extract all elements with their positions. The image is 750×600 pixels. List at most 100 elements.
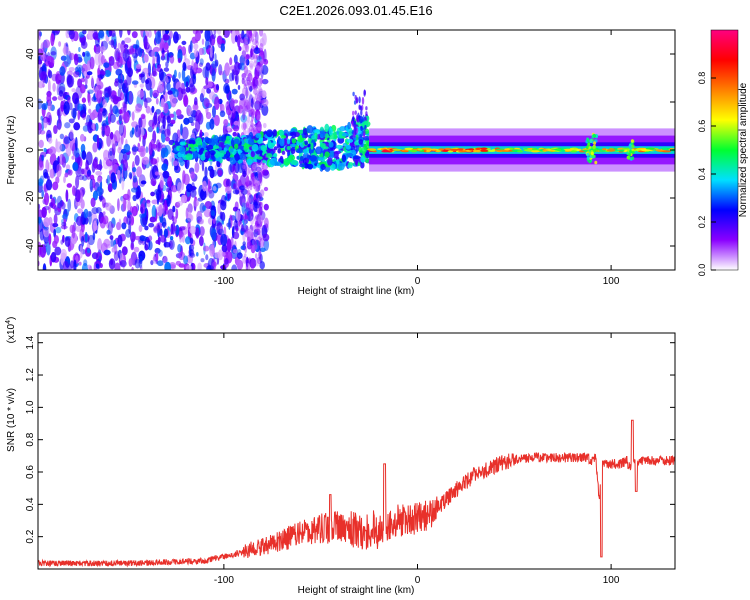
spectral-blob xyxy=(195,227,200,239)
spectrogram-y-ticks: -40 -20 0 20 40 xyxy=(25,48,675,253)
spectral-blob xyxy=(242,33,250,46)
spectral-blob xyxy=(63,101,70,115)
spectral-blob xyxy=(256,213,262,223)
spectral-blob xyxy=(166,194,171,207)
spectral-blob xyxy=(97,64,101,73)
spectral-blob xyxy=(228,217,231,230)
spectral-blob xyxy=(70,260,74,269)
spectral-blob xyxy=(214,96,220,110)
spectral-blob xyxy=(139,83,145,88)
spectral-blob xyxy=(248,138,255,146)
spectral-blob xyxy=(245,200,249,211)
spectral-blob xyxy=(208,150,216,156)
spectral-blob xyxy=(173,69,177,78)
spectral-blob xyxy=(58,74,62,81)
spectral-blob xyxy=(62,46,70,55)
spectral-blob xyxy=(257,61,263,68)
spectral-blob xyxy=(58,114,62,124)
spectral-blob xyxy=(158,249,163,257)
spectral-blob xyxy=(63,175,66,184)
spectral-blob xyxy=(250,262,254,270)
spectral-blob xyxy=(328,141,334,148)
spectral-blob xyxy=(241,51,246,58)
spectral-blob xyxy=(212,261,218,267)
spectral-blob xyxy=(164,30,170,35)
spectral-blob xyxy=(48,204,51,214)
spectral-blob xyxy=(203,208,211,218)
spectral-blob xyxy=(259,176,263,186)
spectral-blob xyxy=(225,178,231,188)
spectral-blob xyxy=(171,215,175,222)
spectral-blob xyxy=(109,103,113,117)
colorbar: 0.0 0.2 0.4 0.6 0.8 Normalized spectral ampl… xyxy=(697,29,749,276)
spectral-blob xyxy=(83,70,87,77)
spectral-blob xyxy=(458,150,467,153)
spectral-blob xyxy=(80,199,85,210)
spectral-blob xyxy=(104,69,112,78)
spectral-blob xyxy=(254,243,258,250)
spectral-blob xyxy=(226,125,231,132)
spectral-blob xyxy=(163,67,170,72)
spectral-blob xyxy=(355,143,360,152)
spectral-blob xyxy=(253,229,258,238)
spectral-blob xyxy=(245,119,249,130)
spectral-blob xyxy=(338,130,344,138)
spectral-blob xyxy=(244,56,248,66)
spectral-blob xyxy=(99,46,106,53)
spectral-blob xyxy=(92,232,96,241)
spectral-blob xyxy=(281,150,286,155)
spectral-blob xyxy=(164,261,172,270)
spectral-blob xyxy=(90,197,96,208)
spectral-blob xyxy=(136,166,143,178)
spectral-blob xyxy=(247,196,251,204)
spectral-blob xyxy=(360,125,363,131)
spectral-blob xyxy=(354,110,357,115)
spectral-blob xyxy=(589,139,593,143)
spectral-blob xyxy=(209,45,213,58)
spectral-blob xyxy=(66,50,72,65)
spectral-blob xyxy=(65,164,71,171)
spectral-blob xyxy=(241,198,246,208)
spectral-blob xyxy=(211,227,217,241)
spectral-blob xyxy=(246,236,252,242)
spectral-blob xyxy=(254,100,261,111)
spectral-blob xyxy=(118,114,123,121)
spectral-blob xyxy=(320,142,326,148)
spectral-blob xyxy=(224,186,232,194)
spectral-blob xyxy=(178,230,184,238)
spectral-blob xyxy=(89,178,94,193)
x-tick-label: -100 xyxy=(214,575,234,586)
spectral-blob xyxy=(47,133,51,138)
spectral-blob xyxy=(254,123,262,128)
spectral-blob xyxy=(147,126,154,133)
spectral-blob xyxy=(248,192,252,199)
spectral-blob xyxy=(245,167,250,176)
spectral-blob xyxy=(185,153,193,161)
spectral-blob xyxy=(61,214,68,220)
spectral-blob xyxy=(187,203,193,214)
spectral-blob xyxy=(79,244,83,259)
spectral-blob xyxy=(246,30,253,40)
spectral-blob xyxy=(177,243,182,253)
spectral-blob xyxy=(102,99,108,108)
spectral-blob xyxy=(53,213,58,225)
spectral-blob xyxy=(131,31,138,39)
spectral-blob xyxy=(255,97,262,105)
spectral-blob xyxy=(258,173,263,183)
spectral-blob xyxy=(177,57,182,64)
spectral-blob xyxy=(233,182,236,190)
spectral-blob xyxy=(199,226,205,237)
spectral-blob xyxy=(570,150,578,153)
spectral-blob xyxy=(97,52,104,66)
spectral-blob xyxy=(64,236,71,247)
spectral-blob xyxy=(45,179,53,191)
spectral-blob xyxy=(143,53,149,63)
spectral-blob xyxy=(336,159,340,165)
spectral-blob xyxy=(169,55,175,64)
spectral-blob xyxy=(238,46,242,52)
spectral-blob xyxy=(223,118,229,127)
spectral-blob xyxy=(257,122,262,131)
spectral-blob xyxy=(177,181,182,194)
spectral-blob xyxy=(352,91,355,97)
spectral-blob xyxy=(132,175,138,183)
